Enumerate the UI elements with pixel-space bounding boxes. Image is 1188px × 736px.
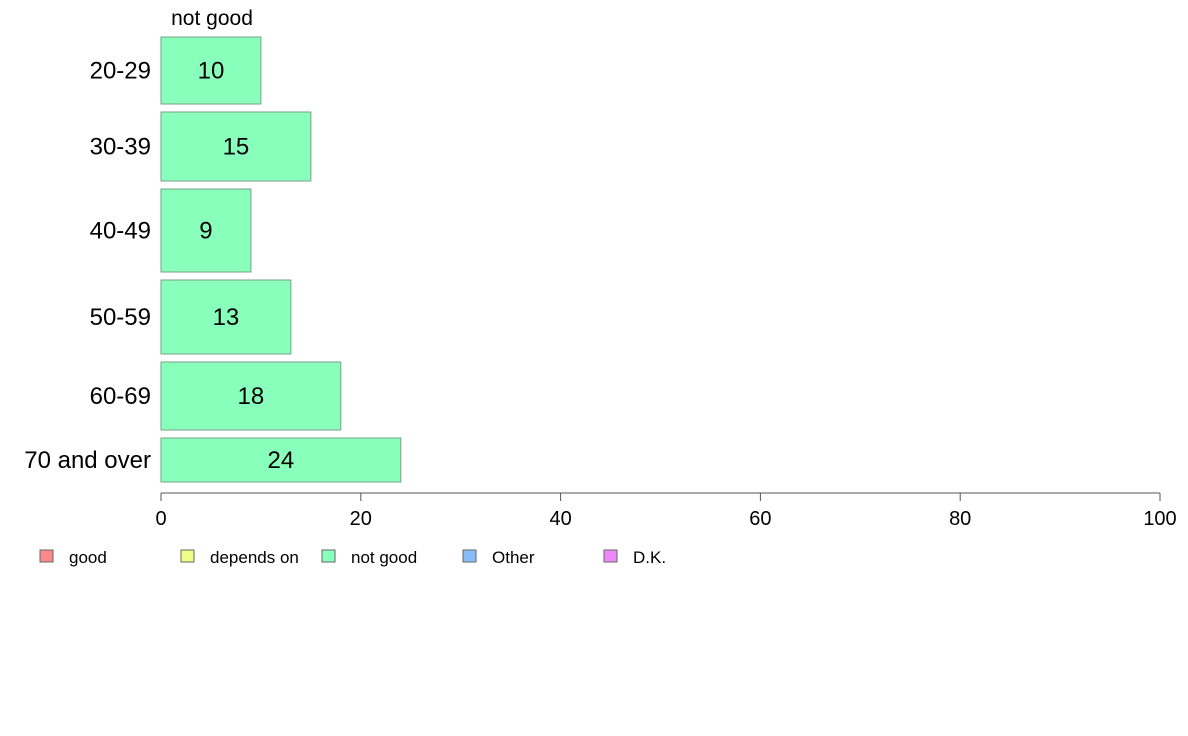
category-label: 30-39 <box>90 134 151 161</box>
legend-swatch <box>603 549 618 563</box>
bar-30-39 <box>160 111 312 182</box>
legend: good depends on not good Other D.K. <box>39 548 666 567</box>
category-label: 20-29 <box>90 58 151 85</box>
bar-value-label: 24 <box>268 447 295 474</box>
bar-value-label: 13 <box>213 304 240 331</box>
bar-20-29 <box>160 36 262 105</box>
legend-swatch <box>462 549 477 563</box>
x-axis: 0 20 40 60 80 100 <box>155 492 1177 530</box>
legend-swatch <box>180 549 195 563</box>
category-label: 60-69 <box>90 383 151 410</box>
bar-40-49 <box>160 188 252 273</box>
x-tick-label: 80 <box>949 508 971 530</box>
x-tick-label: 60 <box>749 508 771 530</box>
x-tick-label: 40 <box>549 508 571 530</box>
x-tick-label: 0 <box>155 508 166 530</box>
legend-label: good <box>69 548 107 567</box>
bar-50-59 <box>160 279 292 355</box>
legend-label: D.K. <box>633 548 666 567</box>
legend-label: not good <box>351 548 417 567</box>
bar-value-label: 9 <box>199 218 212 245</box>
bar-value-label: 15 <box>223 134 250 161</box>
legend-swatch <box>321 549 336 563</box>
category-labels: 20-29 30-39 40-49 50-59 60-69 70 and over <box>24 58 151 475</box>
bar-60-69 <box>160 361 342 431</box>
bars-group: 10 15 9 13 18 24 <box>160 36 402 483</box>
bar-70-and-over <box>160 437 402 483</box>
category-label: 40-49 <box>90 218 151 245</box>
legend-swatch <box>39 549 54 563</box>
category-label: 50-59 <box>90 304 151 331</box>
bar-value-label: 10 <box>198 58 225 85</box>
category-label: 70 and over <box>24 447 151 474</box>
legend-label: depends on <box>210 548 299 567</box>
x-tick-label: 100 <box>1143 508 1176 530</box>
legend-label: Other <box>492 548 535 567</box>
column-header: not good <box>171 7 253 30</box>
x-tick-label: 20 <box>350 508 372 530</box>
bar-value-label: 18 <box>238 383 265 410</box>
